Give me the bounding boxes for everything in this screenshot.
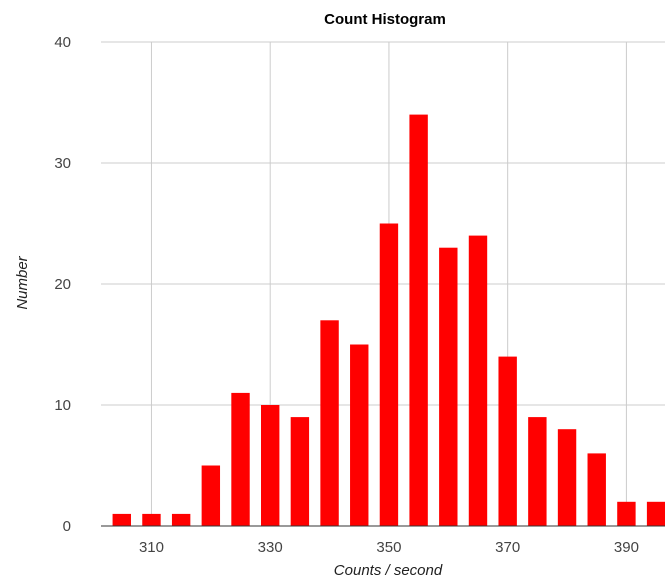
- y-tick-label: 10: [54, 397, 71, 414]
- histogram-bar: [142, 513, 161, 526]
- y-tick-labels: 0 10 20 30 40: [54, 34, 71, 535]
- histogram-bar: [587, 453, 606, 526]
- histogram-bar: [409, 114, 428, 526]
- histogram-bar: [498, 356, 517, 526]
- bars-layer: [112, 114, 665, 526]
- histogram-bar: [231, 392, 250, 526]
- histogram-bar: [350, 344, 369, 526]
- y-axis-title: Number: [14, 255, 31, 309]
- x-axis-title: Counts / second: [334, 562, 443, 578]
- x-tick-label: 370: [495, 539, 520, 556]
- histogram-bar: [201, 465, 221, 526]
- histogram-bar: [171, 513, 191, 526]
- y-tick-label: 0: [63, 518, 71, 535]
- histogram-bar: [260, 405, 280, 526]
- y-tick-label: 20: [54, 276, 71, 293]
- x-tick-labels: 310 330 350 370 390: [139, 539, 639, 556]
- x-tick-label: 350: [376, 539, 401, 556]
- histogram-bar: [557, 429, 577, 526]
- histogram-bar: [617, 501, 636, 526]
- y-tick-label: 40: [54, 34, 71, 51]
- histogram-bar: [112, 513, 131, 526]
- x-tick-label: 390: [614, 539, 639, 556]
- histogram-bar: [290, 417, 310, 526]
- histogram-bar: [528, 417, 547, 526]
- histogram-bar: [468, 235, 488, 526]
- x-tick-label: 310: [139, 539, 164, 556]
- histogram-bar: [320, 320, 339, 526]
- histogram-bar: [439, 247, 458, 526]
- x-tick-label: 330: [258, 539, 283, 556]
- histogram-bar: [646, 501, 665, 526]
- chart-title: Count Histogram: [324, 11, 446, 28]
- y-tick-label: 30: [54, 155, 71, 172]
- grid-layer: [101, 41, 665, 526]
- histogram-bar: [379, 223, 399, 526]
